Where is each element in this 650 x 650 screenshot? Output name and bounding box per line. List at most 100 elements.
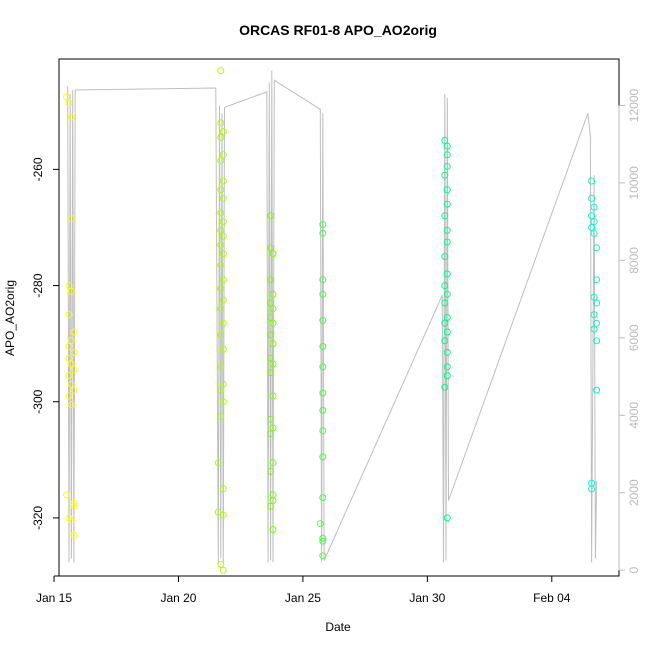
plot-frame [58,58,620,577]
data-point [319,276,327,284]
data-point [319,343,327,350]
data-point [319,552,327,560]
right-tick-label: 4000 [627,402,641,429]
data-point [217,67,225,75]
x-tick-label: Jan 30 [409,591,445,605]
data-point [219,151,227,159]
data-point [70,386,78,394]
x-tick-label: Jan 15 [36,591,72,605]
data-point [319,290,327,298]
y-axis-label: APO_AO2orig [3,280,17,356]
data-point [219,276,227,284]
data-point [319,389,327,397]
data-point [443,142,451,150]
data-point [217,305,225,313]
data-point [593,386,601,394]
data-point [319,229,327,237]
data-point [217,133,225,141]
data-point [267,276,275,284]
data-point [65,99,73,107]
data-point [267,354,275,362]
y-tick-label: -320 [31,506,45,530]
data-point [67,287,75,295]
data-point [217,241,225,249]
data-point [267,331,275,339]
data-point [319,221,327,229]
data-point [590,325,598,333]
data-point [65,311,73,319]
data-point [217,209,225,217]
y-tick-label: -300 [31,389,45,413]
data-point [214,508,222,516]
data-point [269,290,277,298]
data-point [269,360,277,368]
data-point [443,151,451,159]
points-layer [63,67,601,574]
data-point [441,319,449,327]
y-tick-label: -280 [31,273,45,297]
data-point [590,293,598,301]
data-point [267,369,275,377]
data-point [319,453,327,461]
data-point [590,229,598,237]
data-point [319,534,327,542]
data-point [67,517,75,525]
right-tick-label: 12000 [627,88,641,122]
data-point [267,415,275,423]
data-point [443,514,451,522]
data-point [588,177,596,185]
data-point [219,566,227,574]
data-point [267,299,275,307]
data-point [269,305,277,313]
data-point [217,157,225,165]
data-point [441,383,449,391]
data-point [267,502,275,510]
data-point [219,511,227,519]
data-point [590,218,598,226]
data-point [217,560,225,568]
right-tick-label: 10000 [627,166,641,200]
data-point [70,502,78,510]
axes-layer: Jan 15 Jan 20 Jan 25 Jan 30 Feb 04 -320 -300 -2… [31,88,641,605]
data-point [316,520,324,528]
data-point [267,467,275,475]
x-axis-label: Date [325,620,351,634]
data-point [319,427,327,435]
right-tick-label: 0 [627,567,641,574]
data-point [441,212,449,220]
data-point [217,186,225,194]
data-point [590,311,598,319]
data-point [217,285,225,292]
data-point [593,244,601,252]
data-point [219,485,227,493]
data-point [63,93,70,101]
data-point [593,276,601,284]
data-point [65,354,73,362]
data-point [219,232,227,240]
data-point [588,485,596,493]
data-point [219,194,227,202]
data-point [217,412,225,420]
data-point [65,392,73,400]
data-point [319,406,327,414]
data-point [217,331,225,339]
data-point [219,250,227,258]
data-point [67,215,75,223]
data-point [217,226,225,234]
data-point [217,363,225,371]
data-point [269,392,277,400]
data-point [214,459,222,467]
data-point [269,319,277,327]
data-point [67,113,75,121]
data-point [70,328,78,336]
data-point [65,372,73,380]
data-point [65,282,73,290]
data-point [441,282,449,290]
data-point [269,459,277,467]
data-point [219,380,227,388]
data-point [443,238,451,246]
data-point [590,203,598,211]
data-point [593,299,601,307]
data-point [441,136,449,144]
